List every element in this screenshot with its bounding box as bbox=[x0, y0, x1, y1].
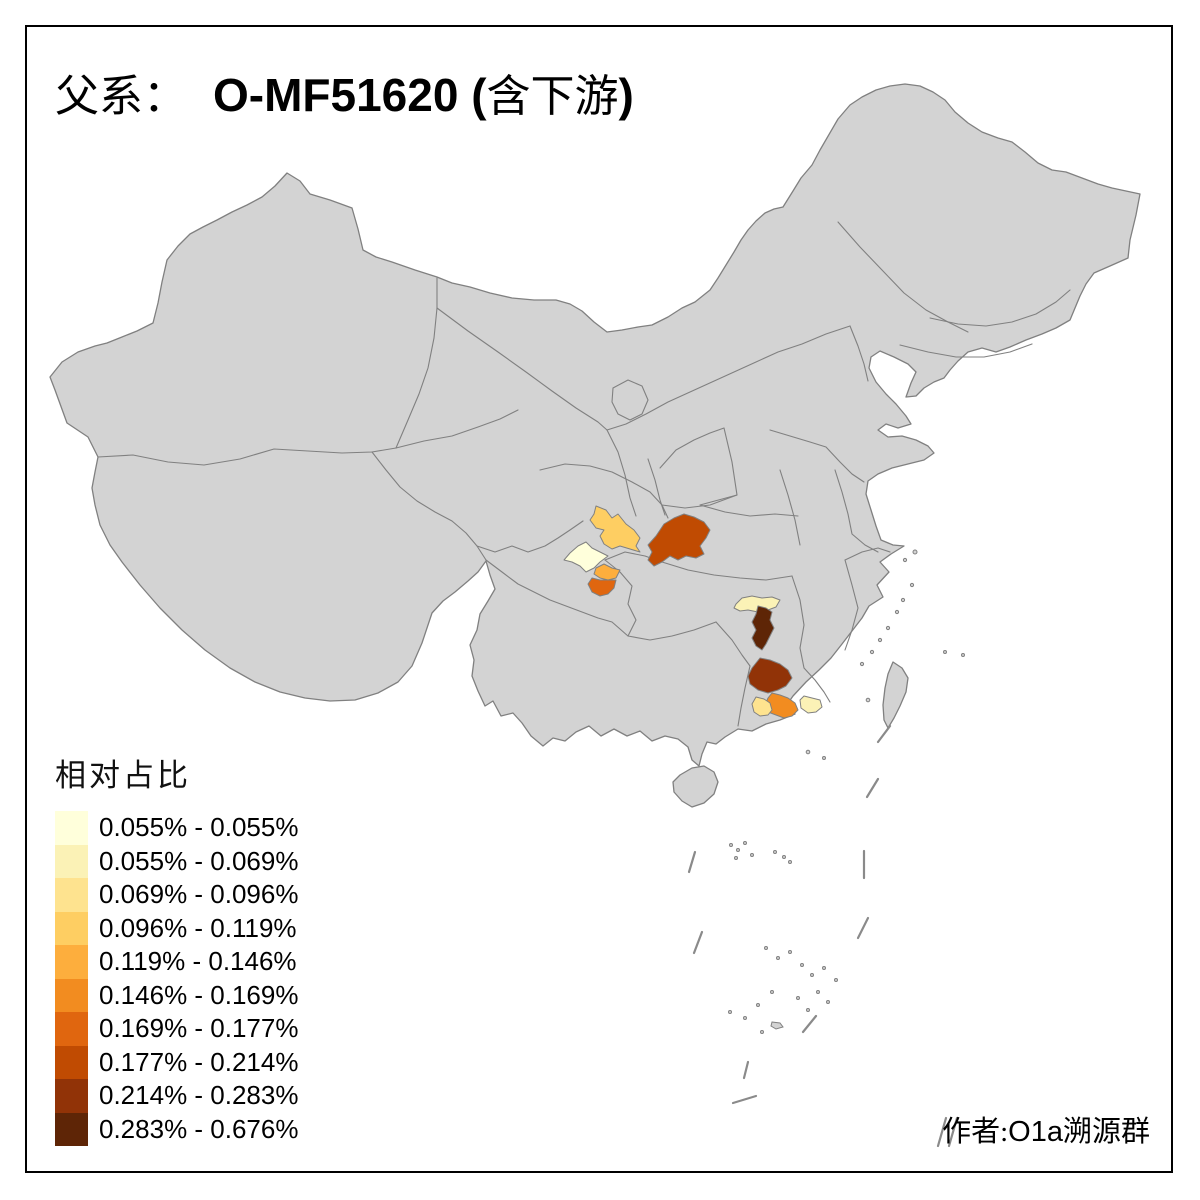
title-open-paren: ( bbox=[458, 69, 487, 121]
region-chongqing bbox=[647, 513, 711, 567]
legend-row: 0.069% - 0.096% bbox=[55, 878, 298, 912]
region-chengdu-plain bbox=[563, 541, 609, 573]
legend-row: 0.146% - 0.169% bbox=[55, 978, 299, 1012]
legend-row: 0.214% - 0.283% bbox=[55, 1079, 298, 1113]
attribution: 作者:O1a溯源群 bbox=[942, 1108, 1150, 1150]
attribution-group-code: O1a bbox=[1008, 1116, 1063, 1148]
legend-swatch bbox=[55, 878, 88, 912]
legend-rows: 0.055% - 0.055% 0.055% - 0.069% 0.069% - 0… bbox=[55, 811, 298, 1146]
legend-row: 0.055% - 0.055% bbox=[55, 811, 298, 845]
region-central-hunan bbox=[733, 595, 781, 613]
legend-label: 0.283% - 0.676% bbox=[99, 1113, 299, 1144]
hainan-island bbox=[672, 765, 719, 808]
legend-swatch bbox=[55, 1012, 88, 1046]
small-islands bbox=[728, 549, 965, 1034]
legend-label: 0.177% - 0.214% bbox=[99, 1046, 299, 1077]
legend-swatch bbox=[55, 945, 88, 979]
legend-row: 0.119% - 0.146% bbox=[55, 945, 298, 979]
region-eastern-guangdong bbox=[799, 695, 823, 714]
legend-label: 0.055% - 0.055% bbox=[99, 812, 299, 843]
legend-swatch bbox=[55, 978, 88, 1012]
page-title: 父系： O-MF51620 (含下游) bbox=[55, 60, 634, 124]
title-downstream-note: 含下游 bbox=[486, 72, 619, 121]
legend-swatch bbox=[55, 1112, 88, 1146]
legend-swatch bbox=[55, 1045, 88, 1079]
title-close-paren: ) bbox=[618, 69, 634, 121]
legend-row: 0.177% - 0.214% bbox=[55, 1045, 299, 1079]
legend-label: 0.146% - 0.169% bbox=[99, 979, 299, 1010]
title-prefix: 父系： bbox=[55, 72, 187, 121]
legend-label: 0.214% - 0.283% bbox=[99, 1080, 299, 1111]
region-sichuan-south-lower bbox=[587, 577, 617, 597]
region-sichuan-south-upper bbox=[593, 563, 621, 581]
region-sichuan-northeast bbox=[589, 505, 641, 553]
legend-label: 0.069% - 0.096% bbox=[99, 879, 299, 910]
legend: 相对占比 0.055% - 0.055% 0.055% - 0.069% 0.069… bbox=[55, 750, 298, 1146]
legend-row: 0.055% - 0.069% bbox=[55, 844, 299, 878]
legend-swatch bbox=[55, 811, 88, 845]
region-western-guangdong bbox=[751, 696, 773, 717]
legend-row: 0.283% - 0.676% bbox=[55, 1112, 299, 1146]
mainland-china bbox=[49, 83, 1141, 767]
legend-swatch bbox=[55, 911, 88, 945]
attribution-group-name: 溯源群 bbox=[1062, 1116, 1150, 1148]
province-borders bbox=[97, 221, 1071, 727]
legend-row: 0.169% - 0.177% bbox=[55, 1012, 298, 1046]
taiwan-island bbox=[882, 661, 909, 729]
legend-title: 相对占比 bbox=[55, 758, 191, 793]
attribution-label: 作者: bbox=[942, 1116, 1009, 1148]
legend-label: 0.055% - 0.069% bbox=[99, 845, 299, 876]
legend-label: 0.169% - 0.177% bbox=[99, 1013, 299, 1044]
nine-dash-line bbox=[687, 724, 959, 1148]
title-haplogroup-code: O-MF51620 bbox=[213, 69, 459, 121]
region-southern-hunan bbox=[751, 605, 775, 651]
legend-label: 0.119% - 0.146% bbox=[99, 946, 297, 977]
region-northern-guangdong bbox=[747, 657, 793, 694]
legend-swatch bbox=[55, 844, 88, 878]
choropleth-regions bbox=[563, 505, 823, 719]
legend-label: 0.096% - 0.119% bbox=[99, 912, 297, 943]
legend-row: 0.096% - 0.119% bbox=[55, 911, 298, 945]
legend-swatch bbox=[55, 1079, 88, 1113]
